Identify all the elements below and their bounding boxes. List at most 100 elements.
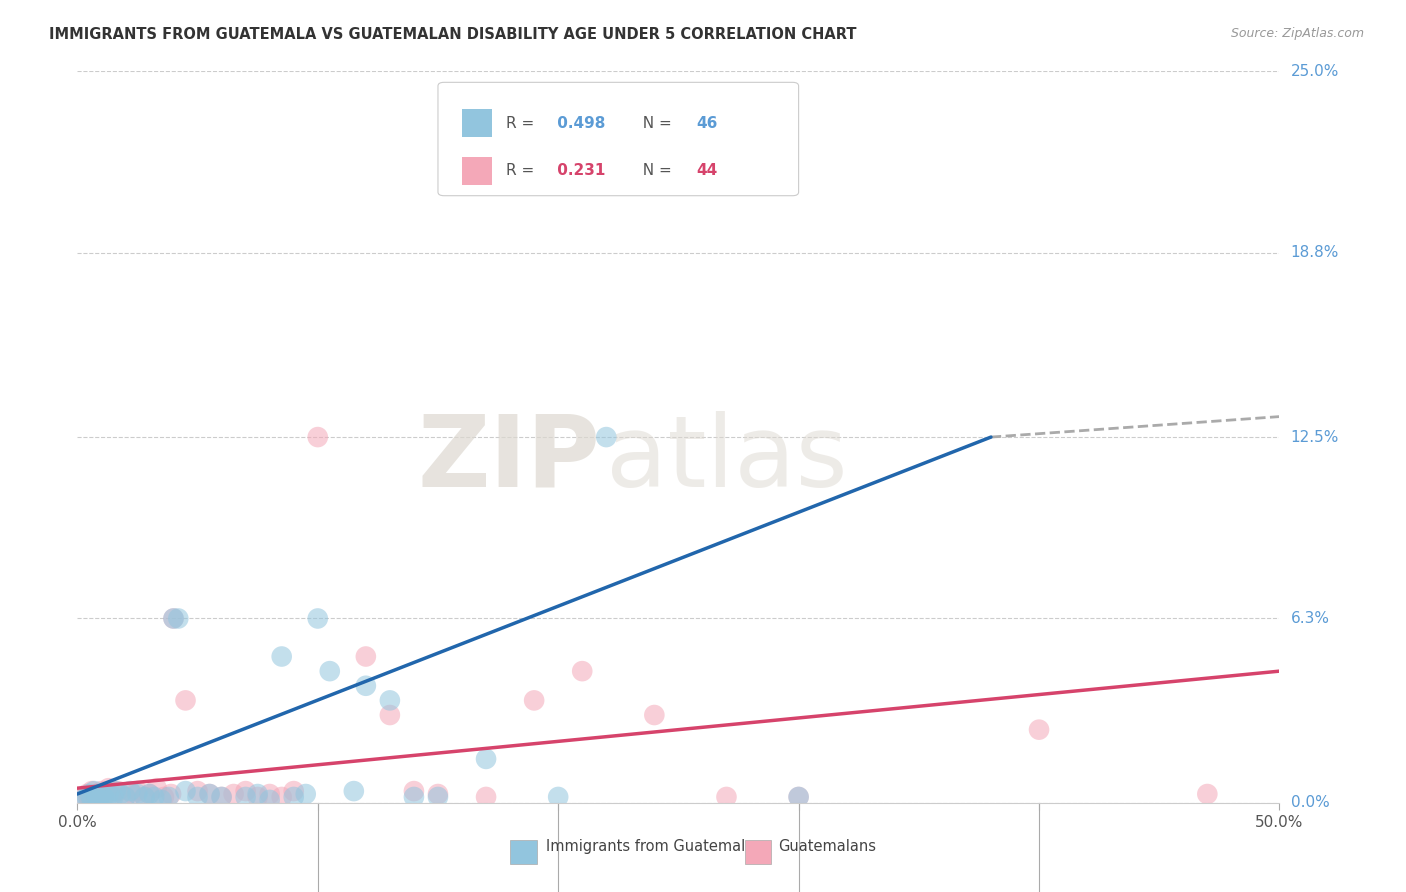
Point [160, 787, 183, 801]
FancyBboxPatch shape [745, 840, 770, 863]
Point [70, 793, 93, 807]
Point [787, 789, 810, 804]
Text: 6.3%: 6.3% [1291, 611, 1330, 626]
Point [294, 787, 316, 801]
Point [283, 789, 305, 804]
Text: N =: N = [633, 116, 676, 130]
Text: Immigrants from Guatemala: Immigrants from Guatemala [546, 839, 755, 855]
Point [86, 787, 108, 801]
Point [80, 793, 103, 807]
Text: IMMIGRANTS FROM GUATEMALA VS GUATEMALAN DISABILITY AGE UNDER 5 CORRELATION CHART: IMMIGRANTS FROM GUATEMALA VS GUATEMALAN … [49, 27, 856, 42]
Point [343, 784, 366, 798]
Point [319, 664, 342, 678]
Point [259, 793, 281, 807]
Point [114, 789, 136, 804]
Point [402, 784, 425, 798]
Point [103, 787, 125, 801]
Point [246, 787, 269, 801]
Point [378, 693, 401, 707]
Point [270, 789, 292, 804]
Point [354, 649, 377, 664]
Point [402, 789, 425, 804]
Point [97, 781, 120, 796]
Point [427, 789, 450, 804]
FancyBboxPatch shape [463, 157, 492, 185]
Point [145, 781, 167, 796]
Point [138, 787, 160, 801]
Point [134, 789, 156, 804]
Text: 0.0%: 0.0% [1291, 796, 1329, 810]
Text: R =: R = [506, 116, 540, 130]
Point [283, 784, 305, 798]
Point [259, 787, 281, 801]
Text: N =: N = [633, 163, 676, 178]
Point [547, 789, 569, 804]
Point [235, 789, 257, 804]
Point [523, 693, 546, 707]
Text: 44: 44 [696, 163, 717, 178]
Point [235, 784, 257, 798]
Text: 0.498: 0.498 [553, 116, 606, 130]
Point [475, 789, 498, 804]
Point [595, 430, 617, 444]
Point [167, 611, 190, 625]
Point [93, 789, 115, 804]
Point [186, 789, 209, 804]
FancyBboxPatch shape [463, 109, 492, 137]
Point [83, 789, 105, 804]
Text: Guatemalans: Guatemalans [778, 839, 876, 855]
Text: R =: R = [506, 163, 540, 178]
Point [198, 787, 221, 801]
Point [96, 793, 118, 807]
Point [174, 693, 197, 707]
Point [86, 789, 108, 804]
Text: atlas: atlas [606, 410, 848, 508]
Text: ZIP: ZIP [418, 410, 600, 508]
Text: 25.0%: 25.0% [1291, 64, 1339, 78]
Point [110, 787, 132, 801]
Point [87, 793, 110, 807]
Point [83, 784, 105, 798]
Point [80, 784, 103, 798]
Point [643, 708, 665, 723]
Point [427, 787, 450, 801]
Point [76, 789, 98, 804]
Point [70, 789, 93, 804]
Point [107, 784, 129, 798]
Point [127, 784, 149, 798]
Text: Source: ZipAtlas.com: Source: ZipAtlas.com [1230, 27, 1364, 40]
Point [104, 784, 127, 798]
Point [307, 430, 329, 444]
Point [153, 789, 176, 804]
Text: 18.8%: 18.8% [1291, 245, 1339, 260]
Point [87, 793, 110, 807]
Point [120, 784, 142, 798]
Point [134, 789, 156, 804]
Point [198, 787, 221, 801]
Point [1197, 787, 1219, 801]
Point [668, 123, 690, 137]
Point [103, 789, 125, 804]
Point [90, 784, 112, 798]
Point [211, 789, 233, 804]
Point [307, 611, 329, 625]
Point [90, 787, 112, 801]
Point [162, 611, 184, 625]
Point [93, 789, 115, 804]
Point [475, 752, 498, 766]
Point [1028, 723, 1050, 737]
Point [114, 789, 136, 804]
Text: 12.5%: 12.5% [1291, 430, 1339, 444]
Point [79, 793, 101, 807]
Point [354, 679, 377, 693]
Point [222, 787, 245, 801]
Point [571, 664, 593, 678]
Point [121, 787, 143, 801]
Point [127, 787, 149, 801]
Point [378, 708, 401, 723]
Point [716, 789, 738, 804]
Point [79, 787, 101, 801]
Point [211, 789, 233, 804]
Point [174, 784, 197, 798]
Text: 46: 46 [696, 116, 718, 130]
